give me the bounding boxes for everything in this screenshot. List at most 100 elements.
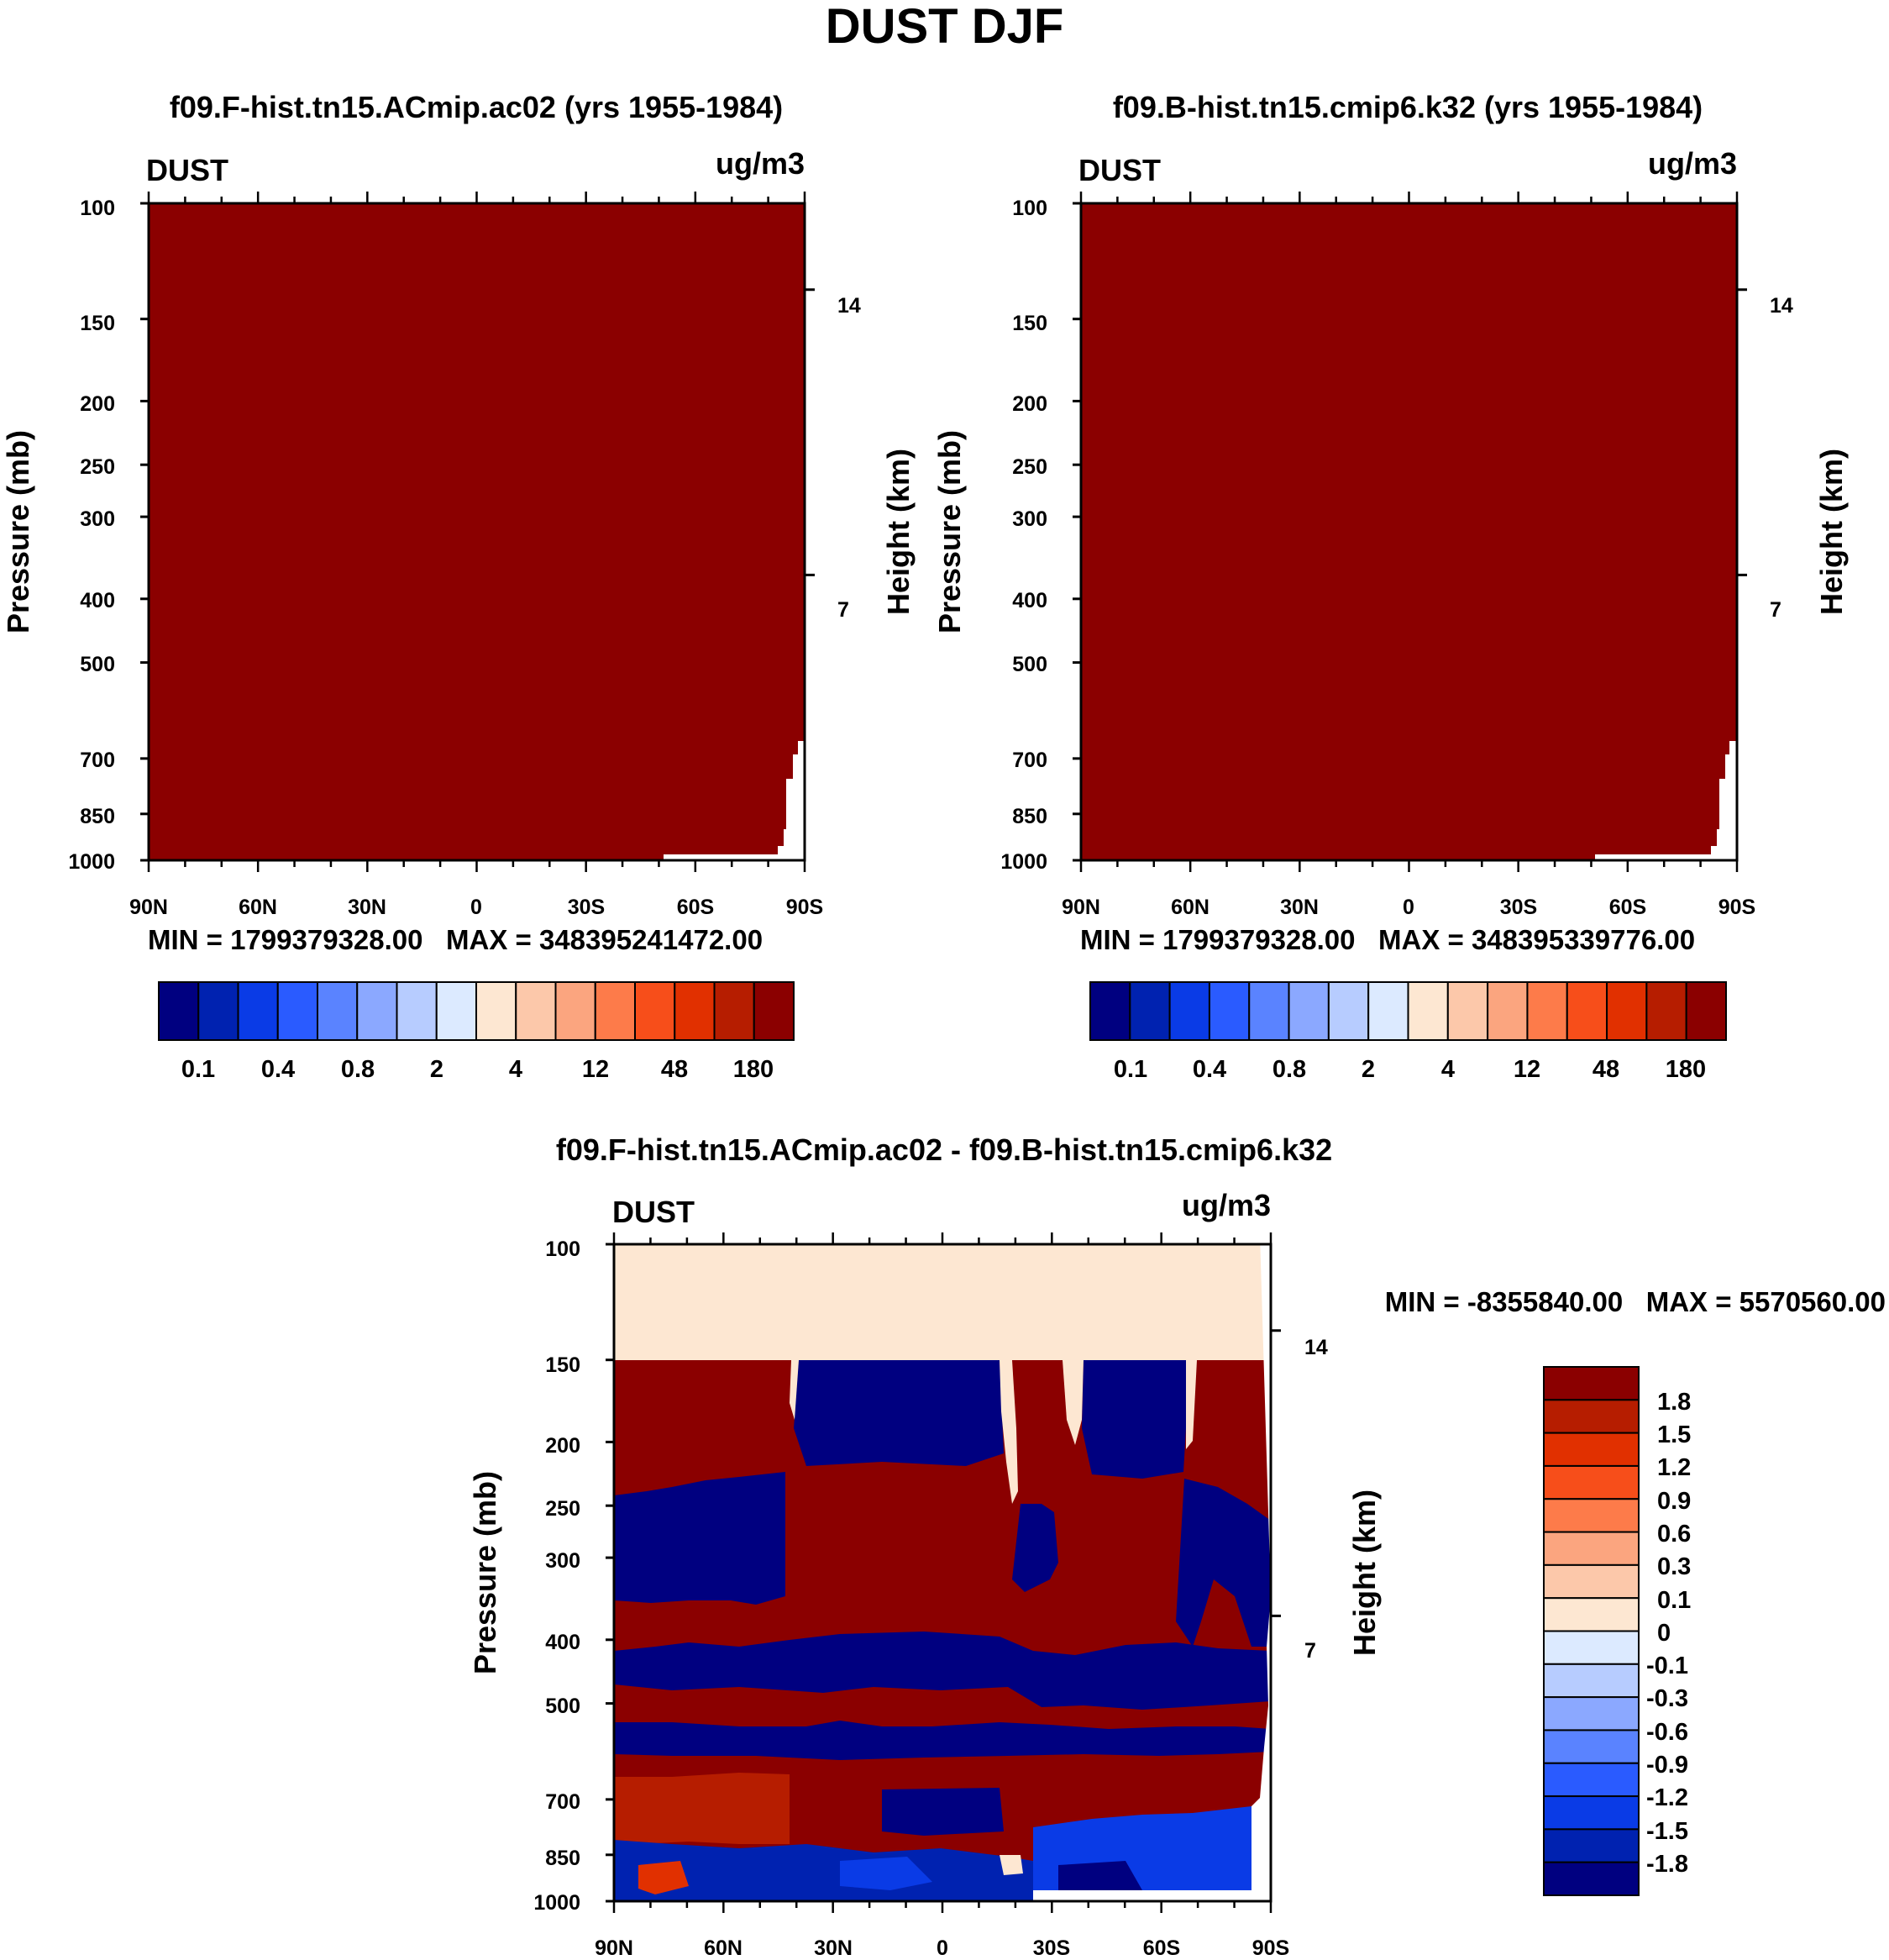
colorbar-label: 0.4 [261,1056,295,1083]
panel-c-ticks [606,1232,1281,1913]
colorbar-label: 180 [733,1056,774,1083]
colorbar-swatch [1685,981,1727,1041]
colorbar-swatch [1089,981,1131,1041]
y-tick-label: 250 [1012,455,1047,479]
y-tick-label: 100 [80,197,115,220]
colorbar-label: -0.6 [1646,1719,1688,1746]
colorbar-swatch [158,981,200,1041]
y-tick-label: 850 [80,805,115,828]
colorbar-swatch [1543,1399,1640,1434]
colorbar-swatch [1543,1630,1640,1665]
panel-a: f09.F-hist.tn15.ACmip.ac02 (yrs 1955-198… [1,90,916,1083]
colorbar-swatch [1543,1762,1640,1798]
colorbar-swatch [634,981,676,1041]
height-tick-label: 7 [837,598,849,622]
colorbar-swatch [713,981,755,1041]
x-tick-label: 60N [1171,896,1209,919]
panel-c-y-axis-title: Pressure (mb) [468,1471,502,1674]
colorbar-swatch [1543,1597,1640,1632]
x-tick-label: 30N [1280,896,1319,919]
colorbar-swatch [1543,1531,1640,1566]
panel-b-y-tick-labels: 100 150 200 250 300 400 500 700 850 1000 [1000,197,1047,874]
colorbar-swatch [1487,981,1529,1041]
field-missing-bottom [1033,1890,1260,1901]
colorbar-label: 0.9 [1657,1488,1691,1515]
panel-c-field [614,1244,1271,1901]
y-tick-label: 300 [545,1549,580,1573]
colorbar-swatch [1543,1795,1640,1831]
panel-a-right-axis-title: Height (km) [881,449,916,615]
panel-a-min-max: MIN = 1799379328.00 MAX = 348395241472.0… [148,924,763,955]
x-tick-label: 60S [677,896,714,919]
colorbar-swatch [753,981,795,1041]
colorbar-swatch [396,981,438,1041]
panel-c-colorbar [1543,1366,1640,1896]
panel-c-right-axis-title: Height (km) [1347,1490,1382,1656]
y-tick-label: 300 [80,507,115,531]
panel-b-right-axis-title: Height (km) [1814,449,1849,615]
colorbar-swatch [674,981,716,1041]
colorbar-swatch [1248,981,1290,1041]
panel-c-min-max: MIN = -8355840.00 MAX = 5570560.00 [1385,1286,1886,1317]
panel-a-y-axis-title: Pressure (mb) [1,430,35,633]
x-tick-label: 0 [470,896,482,919]
height-tick-label: 7 [1770,598,1781,622]
panel-b-field [1081,203,1737,860]
y-tick-label: 1000 [1000,850,1047,874]
field-negative-patch [1058,1861,1142,1897]
colorbar-swatch [554,981,596,1041]
panel-b-x-tick-labels: 90N 60N 30N 0 30S 60S 90S [1062,896,1755,919]
panel-a-missing-region [664,741,805,860]
panel-a-ticks [140,192,815,872]
x-tick-label: 90S [1252,1936,1289,1960]
colorbar-swatch [1543,1366,1640,1401]
colorbar-swatch [1606,981,1648,1041]
panel-c-right-tick-labels: 14 7 [1304,1336,1328,1663]
colorbar-swatch [1208,981,1251,1041]
colorbar-swatch [1407,981,1449,1041]
colorbar-swatch [1288,981,1330,1041]
colorbar-swatch [1566,981,1608,1041]
colorbar-label: -1.8 [1646,1851,1688,1878]
field-negative-band [614,1632,1271,1710]
colorbar-swatch [1327,981,1370,1041]
field-positive-patch [638,1861,689,1894]
colorbar-swatch [1543,1696,1640,1731]
y-tick-label: 1000 [533,1891,580,1915]
panel-a-y-tick-labels: 100 150 200 250 300 400 500 700 850 1000 [68,197,115,874]
colorbar-label: 12 [582,1056,609,1083]
colorbar-label: -0.1 [1646,1653,1688,1679]
panel-b-colorbar-labels: 0.1 0.4 0.8 2 4 12 48 180 [1114,1056,1706,1083]
colorbar-swatch [237,981,279,1041]
field-missing-edge [1251,1244,1271,1901]
colorbar-swatch [317,981,359,1041]
colorbar-swatch [1543,1729,1640,1764]
x-tick-label: 30S [568,896,605,919]
y-tick-label: 850 [545,1847,580,1870]
y-tick-label: 500 [1012,653,1047,676]
field-neutral-patch [1000,1360,1018,1504]
colorbar-swatch [1446,981,1489,1041]
field-negative-patch [882,1788,1004,1836]
colorbar-label: 4 [509,1056,522,1083]
field-neutral-patch [790,1360,799,1420]
y-tick-label: 100 [545,1237,580,1261]
colorbar-swatch [1543,1498,1640,1533]
colorbar-swatch [1543,1432,1640,1467]
field-neutral-patch [1000,1855,1023,1875]
field-negative-patch [1176,1479,1271,1647]
x-tick-label: 90N [595,1936,633,1960]
y-tick-label: 1000 [68,850,115,874]
colorbar-label: 0.4 [1193,1056,1226,1083]
field-negative-patch [1012,1504,1058,1592]
colorbar-swatch [197,981,239,1041]
panel-c-x-tick-labels: 90N 60N 30N 0 30S 60S 90S [595,1936,1289,1960]
colorbar-label: 2 [1362,1056,1375,1083]
colorbar-label: 0.8 [1272,1056,1306,1083]
colorbar-label: -1.5 [1646,1818,1688,1845]
y-tick-label: 200 [545,1434,580,1458]
panel-b: f09.B-hist.tn15.cmip6.k32 (yrs 1955-1984… [932,90,1849,1083]
x-tick-label: 60S [1143,1936,1180,1960]
colorbar-swatch [1129,981,1171,1041]
colorbar-label: -0.9 [1646,1752,1688,1779]
